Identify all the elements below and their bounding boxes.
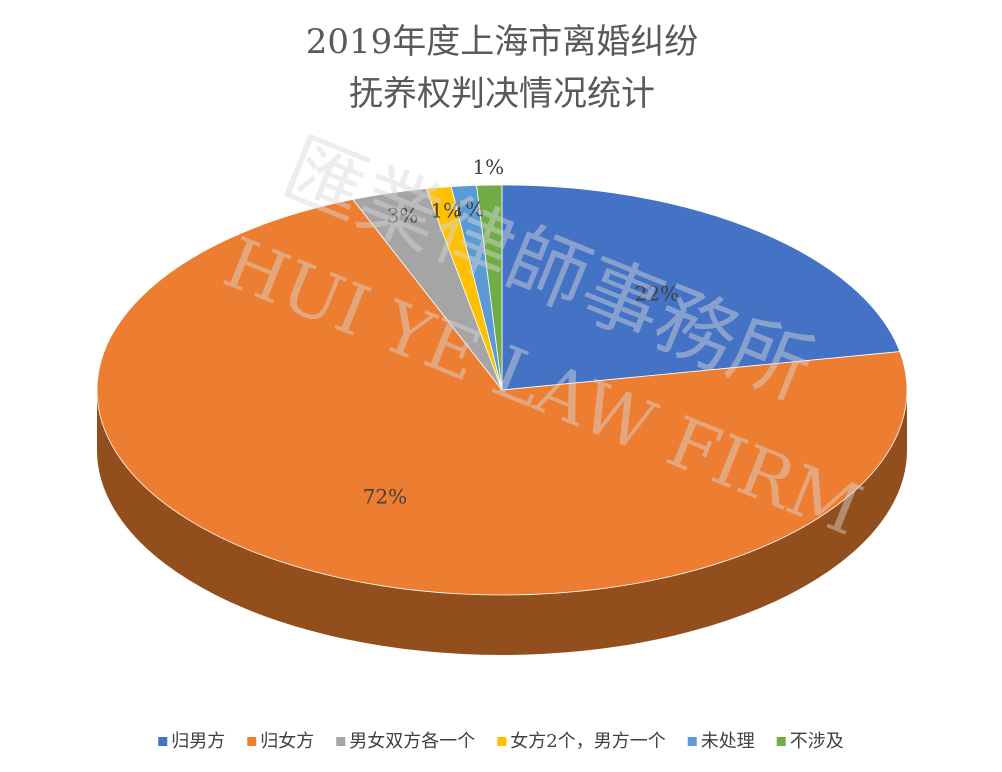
value-label: 3%	[387, 203, 419, 227]
legend-swatch	[497, 737, 507, 746]
legend-item: 男女双方各一个	[336, 731, 475, 752]
legend-label: 不涉及	[790, 731, 844, 752]
value-label: 22%	[635, 282, 679, 306]
value-label: 72%	[363, 484, 407, 508]
chart-title: 抚养权判决情况统计	[349, 74, 655, 114]
pie: 22%72%3% 1%1%1%	[96, 155, 908, 655]
legend-swatch	[776, 737, 786, 746]
slice-side	[97, 390, 907, 655]
slice	[96, 198, 908, 596]
legend-label: 归男方	[171, 731, 225, 752]
legend-item: 女方2个，男方一个	[497, 731, 666, 752]
legend-label: 男女双方各一个	[349, 731, 475, 752]
value-label: 1%	[453, 197, 485, 221]
legend-label: 归女方	[260, 731, 314, 752]
value-label: 1%	[430, 198, 462, 222]
legend-swatch	[158, 737, 168, 746]
slice	[476, 184, 503, 391]
legend-label: 女方2个，男方一个	[510, 731, 665, 752]
legend-swatch	[687, 737, 697, 746]
legend-item: 未处理	[687, 731, 755, 752]
slice	[501, 184, 901, 391]
legend-item: 不涉及	[776, 731, 844, 752]
legend-item: 归男方	[158, 731, 225, 752]
legend-swatch	[336, 737, 346, 746]
legend-label: 未处理	[701, 731, 755, 752]
legend-swatch	[247, 737, 257, 746]
value-label: 1%	[472, 155, 504, 179]
legend-item: 归女方	[247, 731, 314, 752]
chart-title: 2019年度上海市离婚纠纷	[306, 22, 699, 62]
legend: 归男方 归女方 男女双方各一个 女方2个，男方一个 未处理 不涉及	[158, 731, 844, 752]
